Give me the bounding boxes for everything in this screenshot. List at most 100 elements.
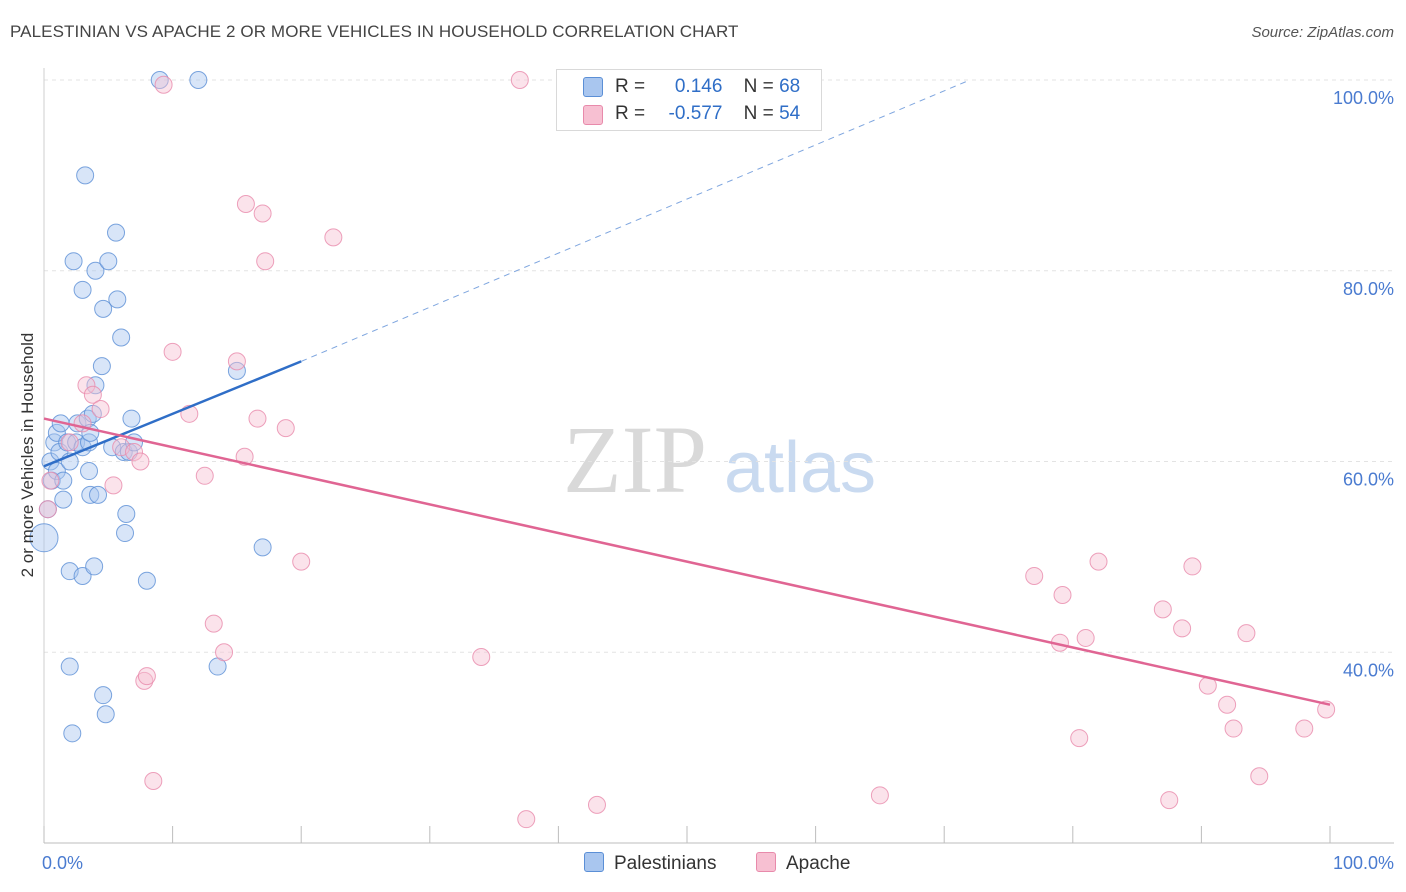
palestinians-point xyxy=(112,328,131,347)
apache-point xyxy=(215,643,234,662)
palestinians-point xyxy=(73,566,92,585)
apache-point xyxy=(1224,719,1243,738)
legend-n-label: N = xyxy=(743,103,774,124)
palestinians-point xyxy=(89,485,108,504)
apache-point xyxy=(1053,586,1072,605)
correlation-legend: R = 0.146 N = 68 R = -0.577 N = 54 xyxy=(556,69,822,131)
palestinians-point xyxy=(122,409,141,428)
legend-item-palestinians: Palestinians xyxy=(584,852,716,875)
x-tick-label: 0.0% xyxy=(42,853,83,873)
apache-point xyxy=(227,352,246,371)
palestinians-point xyxy=(64,252,83,271)
apache-point xyxy=(1183,557,1202,576)
palestinians-trend-line xyxy=(43,360,302,468)
palestinians-point xyxy=(107,223,126,242)
apache-point xyxy=(144,772,163,791)
apache-point xyxy=(125,442,144,461)
legend-r-label: R = xyxy=(615,103,646,124)
apache-point xyxy=(292,552,311,571)
apache-point xyxy=(91,400,110,419)
apache-point xyxy=(131,452,150,471)
apache-point xyxy=(83,385,102,404)
apache-point xyxy=(1153,600,1172,619)
palestinians-point xyxy=(54,471,73,490)
legend-n-value: 54 xyxy=(779,103,801,124)
palestinians-point xyxy=(116,524,135,543)
palestinians-point xyxy=(85,557,104,576)
palestinians-point xyxy=(76,166,95,185)
apache-point xyxy=(154,75,173,94)
palestinians-point xyxy=(94,686,113,705)
apache-point xyxy=(104,476,123,495)
y-tick-label: 60.0% xyxy=(1343,470,1394,490)
apache-point xyxy=(41,471,60,490)
apache-point xyxy=(38,500,57,519)
palestinians-point xyxy=(29,523,59,553)
legend-swatch-palestinians xyxy=(584,852,604,872)
apache-point xyxy=(195,466,214,485)
legend-n-value: 68 xyxy=(779,76,801,97)
apache-point xyxy=(1076,628,1095,647)
apache-point xyxy=(256,252,275,271)
apache-point xyxy=(235,447,254,466)
apache-trend-line xyxy=(43,417,1331,706)
y-tick-label: 80.0% xyxy=(1343,279,1394,299)
apache-point xyxy=(324,228,343,247)
palestinians-point xyxy=(137,571,156,590)
apache-point xyxy=(163,342,182,361)
trend-lines xyxy=(43,79,1331,706)
palestinians-point xyxy=(81,485,100,504)
legend-swatch-palestinians xyxy=(583,77,603,97)
palestinians-point xyxy=(60,657,79,676)
apache-point xyxy=(1237,624,1256,643)
apache-point xyxy=(204,614,223,633)
tick-labels: 100.0% 80.0% 60.0% 40.0% 0.0% 100.0% xyxy=(42,88,1394,873)
palestinians-point xyxy=(67,433,86,452)
palestinians-point xyxy=(108,290,127,309)
legend-item-apache: Apache xyxy=(756,852,850,875)
palestinians-point xyxy=(253,538,272,557)
palestinians-point xyxy=(94,299,113,318)
legend-label-apache: Apache xyxy=(786,853,851,874)
apache-point xyxy=(517,810,536,829)
apache-point xyxy=(1070,729,1089,748)
watermark-zip: ZIP xyxy=(563,406,707,513)
palestinians-point xyxy=(86,261,105,280)
apache-point xyxy=(1317,700,1336,719)
palestinians-point xyxy=(189,71,208,89)
apache-point xyxy=(587,795,606,814)
apache-point xyxy=(1295,719,1314,738)
watermark-atlas: atlas xyxy=(724,428,876,508)
apache-point xyxy=(77,376,96,395)
palestinians-point xyxy=(96,705,115,724)
legend-row-apache: R = -0.577 N = 54 xyxy=(615,103,800,125)
apache-point xyxy=(1218,695,1237,714)
apache-point xyxy=(276,419,295,438)
apache-point xyxy=(1250,767,1269,786)
legend-r-value: -0.577 xyxy=(668,103,723,124)
apache-point xyxy=(60,433,79,452)
legend-swatch-apache xyxy=(756,852,776,872)
apache-point xyxy=(1173,619,1192,638)
y-tick-label: 40.0% xyxy=(1343,660,1394,680)
legend-r-value: 0.146 xyxy=(674,76,723,97)
apache-point xyxy=(870,786,889,805)
legend-label-palestinians: Palestinians xyxy=(614,853,717,874)
palestinians-point xyxy=(47,462,66,481)
data-points xyxy=(29,71,1336,829)
x-tick-label: 100.0% xyxy=(1333,853,1394,873)
palestinians-point xyxy=(63,724,82,743)
apache-point xyxy=(1025,566,1044,585)
apache-point xyxy=(510,71,529,89)
palestinians-point xyxy=(92,357,111,376)
apache-point xyxy=(248,409,267,428)
y-tick-label: 100.0% xyxy=(1333,88,1394,108)
apache-point xyxy=(236,194,255,213)
apache-point xyxy=(253,204,272,223)
legend-r-label: R = xyxy=(615,76,646,97)
apache-point xyxy=(1160,791,1179,810)
palestinians-point xyxy=(73,280,92,299)
apache-point xyxy=(137,667,156,686)
palestinians-point xyxy=(227,361,246,380)
